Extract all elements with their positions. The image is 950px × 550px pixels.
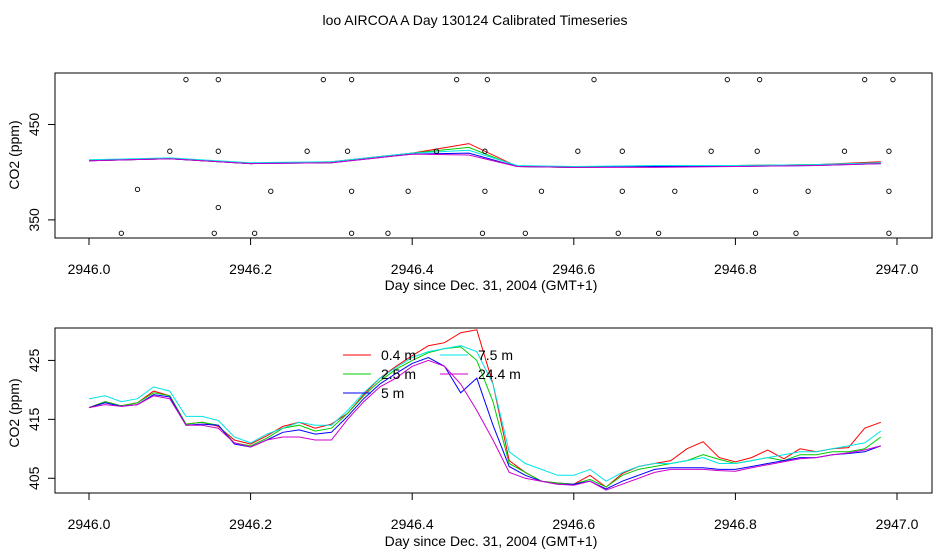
bottom-series-lines — [88, 329, 882, 491]
marker-point — [453, 77, 460, 83]
top-plot-frame — [54, 72, 933, 239]
marker-point — [615, 230, 621, 236]
x-tick-label: 2946.0 — [68, 261, 111, 277]
bottom-panel: 405 415 425 2946.0 2946.2 2946.4 2946.6 2946.8… — [6, 327, 933, 549]
series-line-24-4-m — [88, 359, 881, 491]
legend-label: 24.4 m — [478, 366, 521, 382]
figure-title: loo AIRCOA A Day 130124 Calibrated Times… — [322, 12, 627, 28]
x-tick-label: 2947.0 — [876, 516, 919, 532]
series-line-5-m — [88, 356, 881, 490]
x-tick-label: 2946.6 — [552, 261, 595, 277]
marker-point — [433, 148, 440, 154]
marker-point — [183, 77, 189, 83]
bottom-x-axis-label: Day since Dec. 31, 2004 (GMT+1) — [385, 533, 598, 549]
marker-point — [886, 230, 892, 236]
marker-point — [348, 188, 355, 194]
series-line-5 — [88, 153, 881, 168]
marker-point — [215, 204, 221, 211]
bottom-plot-frame — [54, 327, 933, 494]
marker-point — [268, 188, 274, 194]
marker-point — [538, 188, 545, 194]
top-marker-points — [118, 77, 896, 236]
y-tick-label: 415 — [26, 407, 42, 431]
marker-point — [215, 77, 221, 83]
series-line-4 — [88, 149, 881, 168]
marker-point — [304, 148, 310, 154]
marker-point — [479, 230, 486, 236]
marker-point — [862, 77, 868, 83]
x-tick-label: 2946.2 — [229, 261, 272, 277]
marker-point — [482, 148, 488, 154]
legend-label: 0.4 m — [381, 347, 416, 363]
bottom-x-axis: 2946.0 2946.2 2946.4 2946.6 2946.8 2947.0 — [68, 493, 919, 532]
marker-point — [385, 230, 391, 236]
y-tick-label: 350 — [26, 208, 42, 232]
top-x-axis-label: Day since Dec. 31, 2004 (GMT+1) — [385, 277, 598, 293]
marker-point — [484, 77, 490, 83]
marker-point — [591, 77, 597, 83]
x-tick-label: 2946.4 — [391, 261, 434, 277]
marker-point — [619, 148, 625, 154]
marker-point — [756, 77, 763, 83]
legend-label: 5 m — [381, 385, 404, 401]
marker-point — [890, 77, 896, 83]
marker-point — [752, 230, 759, 236]
marker-point — [405, 188, 411, 194]
marker-point — [320, 77, 326, 83]
x-tick-label: 2946.2 — [229, 516, 272, 532]
marker-point — [886, 148, 892, 154]
marker-point — [348, 77, 355, 83]
legend: 0.4 m 2.5 m 5 m 7.5 m 24.4 m — [343, 347, 521, 401]
top-y-axis: 350 450 — [26, 113, 55, 232]
x-tick-label: 2946.8 — [714, 261, 757, 277]
x-tick-label: 2946.0 — [68, 516, 111, 532]
y-tick-label: 450 — [26, 113, 42, 137]
marker-point — [134, 186, 141, 193]
marker-point — [118, 230, 124, 236]
marker-point — [348, 230, 355, 236]
marker-point — [754, 148, 760, 154]
y-tick-label: 425 — [26, 349, 42, 373]
marker-point — [672, 188, 678, 194]
marker-point — [724, 77, 730, 83]
marker-point — [482, 188, 488, 194]
x-tick-label: 2946.6 — [552, 516, 595, 532]
series-line-7-5-m — [88, 345, 882, 482]
top-y-axis-label: CO2 (ppm) — [6, 120, 22, 189]
y-tick-label: 405 — [26, 466, 42, 490]
x-tick-label: 2947.0 — [876, 261, 919, 277]
marker-point — [251, 230, 258, 236]
top-x-axis: 2946.0 2946.2 2946.4 2946.6 2946.8 2947.0 — [68, 238, 919, 277]
x-tick-label: 2946.4 — [391, 516, 434, 532]
x-tick-label: 2946.8 — [714, 516, 757, 532]
marker-point — [841, 148, 848, 154]
legend-label: 2.5 m — [381, 366, 416, 382]
marker-point — [215, 148, 221, 154]
legend-label: 7.5 m — [478, 347, 513, 363]
bottom-y-axis: 405 415 425 — [26, 349, 55, 490]
marker-point — [655, 230, 662, 236]
marker-point — [575, 148, 581, 154]
marker-point — [211, 230, 217, 236]
marker-point — [886, 188, 892, 194]
marker-point — [708, 148, 714, 154]
marker-point — [344, 148, 351, 154]
bottom-y-axis-label: CO2 (ppm) — [6, 378, 22, 447]
marker-point — [805, 188, 811, 194]
marker-point — [522, 230, 528, 236]
marker-point — [793, 230, 799, 236]
marker-point — [167, 148, 173, 154]
marker-point — [619, 188, 625, 194]
top-series-lines — [88, 143, 881, 168]
marker-point — [752, 188, 759, 194]
